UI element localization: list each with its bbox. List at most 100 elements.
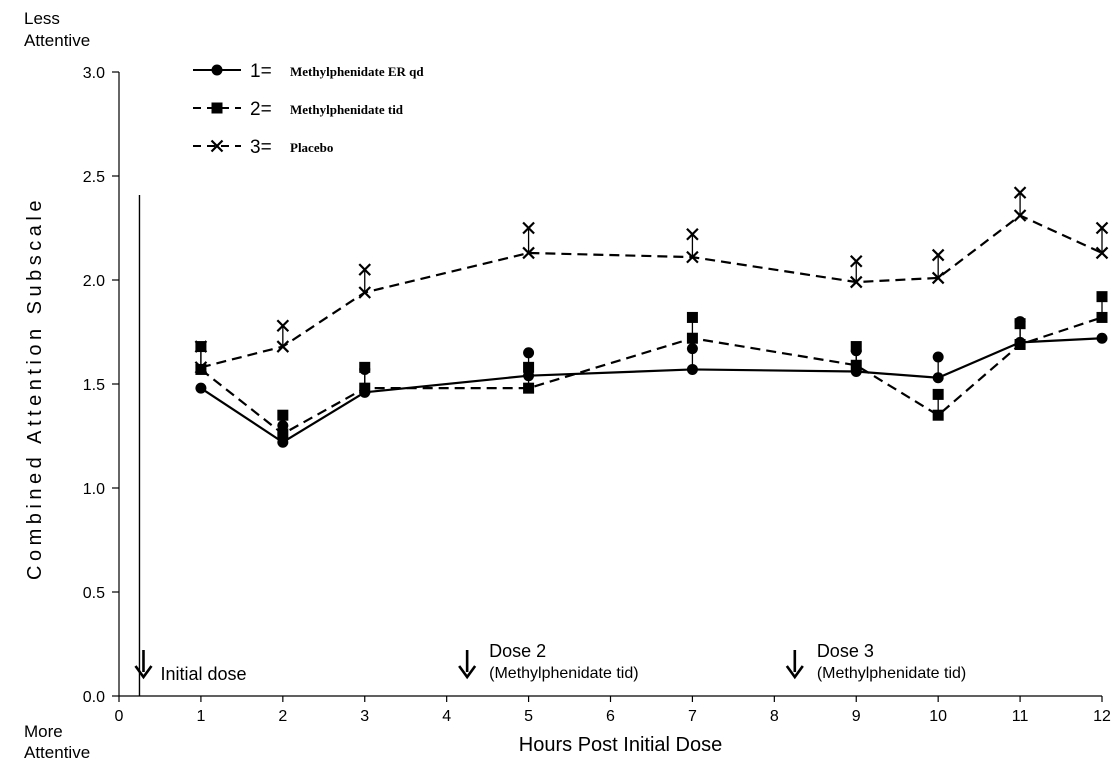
data-point (523, 382, 535, 394)
data-point (194, 361, 208, 374)
legend: 1= Methylphenidate ER qd 2= Methylphenidate… (193, 61, 424, 158)
error-cap-marker (359, 361, 371, 373)
error-cap-marker-stroke (1095, 221, 1109, 235)
data-point (195, 363, 207, 375)
data-point (277, 436, 289, 448)
error-cap-marker (523, 347, 535, 359)
error-cap-marker-stroke (194, 340, 208, 353)
dose-label: Dose 2 (489, 641, 546, 661)
series-2 (195, 291, 1108, 440)
data-point-stroke (358, 286, 372, 299)
series-layer (194, 186, 1109, 448)
error-cap-marker (686, 343, 698, 355)
error-cap-marker-stroke (849, 255, 863, 268)
dose-label: Dose 3 (817, 641, 874, 661)
error-cap-marker-stroke (686, 227, 699, 241)
x-tick-label: 10 (929, 708, 947, 725)
data-point-stroke (522, 246, 535, 260)
axes: 0.00.51.01.52.02.53.00 1 2 3 4 5 6 7 8 9 10 11 12Hou… (24, 9, 1111, 762)
data-point (1096, 311, 1108, 323)
error-cap-marker-stroke (522, 221, 535, 235)
legend-entry-1: 1= Methylphenidate ER qd (193, 61, 424, 82)
error-cap-marker (931, 248, 945, 262)
data-point (1013, 209, 1027, 222)
dose-arrow-head (785, 665, 804, 680)
error-cap-marker (849, 255, 863, 268)
dose-annotation-1: Initial dose (134, 650, 247, 684)
y-top-note-line1: Less (24, 9, 60, 28)
data-point (1095, 246, 1109, 260)
y-bottom-note-line1: More (24, 722, 63, 741)
data-point (931, 271, 945, 285)
error-cap-marker (276, 319, 290, 333)
y-axis-title: Combined Attention Subscale (24, 196, 46, 580)
error-cap-marker-stroke (931, 248, 945, 262)
legend-marker (211, 64, 223, 76)
legend-label: Methylphenidate tid (290, 102, 404, 117)
series-line (200, 214, 1103, 369)
data-point (686, 332, 698, 344)
dose-annotation-2: Dose 2 (Methylphenidate tid) (458, 641, 639, 682)
x-tick-label: 0 (115, 708, 124, 725)
data-point (686, 250, 699, 264)
data-point (277, 428, 289, 440)
error-cap-marker (1095, 221, 1109, 235)
data-point (359, 382, 371, 394)
legend-entry-3: 3= Placebo (193, 137, 333, 158)
error-cap-marker-stroke (1013, 186, 1027, 199)
error-cap-marker (932, 351, 944, 363)
legend-label: Methylphenidate ER qd (290, 64, 424, 79)
y-tick-label: 0.5 (83, 585, 105, 602)
y-tick-label: 3.0 (83, 65, 105, 82)
data-point (195, 382, 207, 394)
data-point (276, 340, 290, 353)
x-tick-label: 11 (1012, 708, 1029, 725)
y-tick-label: 2.0 (83, 273, 105, 290)
legend-marker-stroke (210, 139, 224, 153)
x-tick-label: 7 (688, 708, 697, 725)
y-top-note-line2: Attentive (24, 31, 90, 50)
data-point (932, 409, 944, 421)
legend-number: 1= (250, 61, 272, 82)
error-cap-marker (277, 409, 289, 421)
dose-sublabel: (Methylphenidate tid) (817, 665, 966, 682)
data-point (1096, 332, 1108, 344)
error-cap-marker (194, 340, 208, 353)
data-point (686, 363, 698, 375)
data-point-stroke (1013, 209, 1027, 222)
x-tick-label: 3 (360, 708, 369, 725)
legend-entry-2: 2= Methylphenidate tid (193, 99, 404, 120)
data-point (1014, 338, 1026, 350)
legend-marker (211, 102, 223, 114)
data-point-stroke (849, 275, 863, 289)
legend-marker (210, 139, 224, 153)
x-tick-label: 12 (1093, 708, 1111, 725)
y-tick-label: 1.0 (83, 481, 105, 498)
dose-arrow-head (134, 665, 153, 680)
error-cap-marker-stroke (358, 263, 372, 276)
x-tick-label: 9 (852, 708, 861, 725)
data-point-stroke (931, 271, 945, 285)
error-cap-marker (932, 388, 944, 400)
data-point (522, 246, 535, 260)
series-1 (195, 316, 1108, 448)
legend-number: 2= (250, 99, 272, 120)
y-tick-label: 2.5 (83, 169, 105, 186)
data-point-stroke (686, 250, 699, 264)
x-tick-label: 4 (442, 708, 451, 725)
dose-sublabel: (Methylphenidate tid) (489, 665, 638, 682)
error-cap-marker (1096, 291, 1108, 303)
x-tick-label: 1 (196, 708, 205, 725)
error-cap-marker (686, 227, 699, 241)
series-3 (194, 186, 1109, 374)
x-tick-label: 2 (278, 708, 287, 725)
data-point (850, 359, 862, 371)
error-cap-marker (358, 263, 372, 276)
y-tick-label: 1.5 (83, 377, 105, 394)
series-line (200, 316, 1103, 436)
dose-annotation-3: Dose 3 (Methylphenidate tid) (785, 641, 966, 682)
x-axis-title: Hours Post Initial Dose (519, 734, 722, 756)
data-point-stroke (276, 340, 290, 353)
